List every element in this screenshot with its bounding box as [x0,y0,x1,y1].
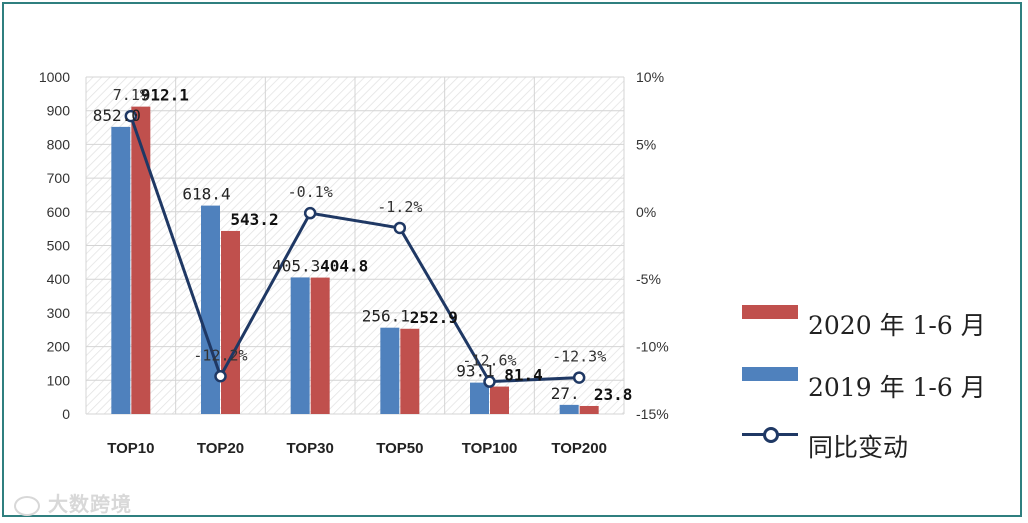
y-left-tick-label: 100 [47,372,71,388]
watermark-logo-icon [14,495,40,516]
x-tick-label: TOP100 [462,440,518,457]
bar-2020 [310,277,330,414]
y-left-tick-label: 200 [47,339,71,355]
bar-2020 [221,230,240,414]
legend-swatch-2019 [742,367,798,381]
data-label-2019: 405.3 [272,256,320,275]
x-tick-label: TOP30 [287,440,334,457]
y-left-tick-label: 900 [47,103,71,119]
bar-2020 [400,328,420,414]
x-tick-label: TOP10 [107,440,154,457]
y-left-tick-label: 1000 [39,69,70,85]
y-right-tick-label: -10% [636,339,669,355]
legend-label-yoy: 同比变动 [808,433,909,462]
data-label-2020: 81.4 [504,366,543,385]
y-left-tick-label: 300 [47,305,71,321]
yoy-point [124,109,138,123]
data-label-2019: 27. [551,384,580,403]
yoy-point [303,206,317,220]
legend-swatch-2020 [742,305,798,319]
bar-2020 [131,106,151,414]
bar-2019 [380,327,400,414]
x-tick-label: TOP20 [197,440,244,457]
bar-2020 [579,405,599,414]
y-left-tick-label: 0 [62,406,70,422]
bar-2019 [201,205,220,414]
data-label-2020: 543.2 [230,210,278,229]
y-left-tick-label: 500 [47,238,71,254]
y-right-tick-label: 10% [636,69,664,85]
data-label-2019: 256.1 [362,307,410,326]
data-label-2019: 618.4 [182,185,230,204]
yoy-point [393,221,407,235]
y-right-tick-label: -5% [636,271,661,287]
data-label-2020: 404.8 [320,257,368,276]
y-right-tick-label: 5% [636,136,656,152]
watermark-text: 大数跨境 [48,492,132,516]
x-tick-label: TOP50 [376,440,423,457]
y-left-tick-label: 400 [47,271,71,287]
yoy-point [214,370,227,383]
x-tick-label: TOP200 [551,440,607,457]
bar-2019 [470,382,489,414]
yoy-label: -1.2% [377,198,422,216]
data-label-2020: 912.1 [141,86,189,105]
yoy-label: -12.6% [462,352,516,370]
yoy-label: -12.3% [552,348,606,366]
data-label-2019: 93.1 [456,362,495,381]
yoy-label: -0.1% [288,183,333,201]
yoy-label: 7.1% [113,86,149,104]
watermark: 大数跨境 [14,488,132,517]
yoy-point [572,371,586,384]
y-left-tick-label: 700 [47,170,71,186]
legend-marker-yoy [763,427,779,443]
data-label-2020: 23.8 [594,385,633,404]
bar-2019 [111,126,131,414]
bar-2019 [559,404,579,414]
bar-2020 [490,386,509,414]
data-label-2019: 852.0 [93,106,141,125]
yoy-line [129,115,580,384]
y-right-tick-label: 0% [636,204,656,220]
y-left-tick-label: 600 [47,204,71,220]
y-left-tick-label: 800 [47,136,71,152]
bar-2019 [290,277,310,414]
yoy-point [483,375,496,388]
data-label-2020: 252.9 [410,308,458,327]
yoy-label: -12.2% [193,346,247,364]
legend-label-2020: 2020 年 1-6 月 [808,311,986,340]
legend-label-2019: 2019 年 1-6 月 [808,373,986,402]
y-right-tick-label: -15% [636,406,669,422]
